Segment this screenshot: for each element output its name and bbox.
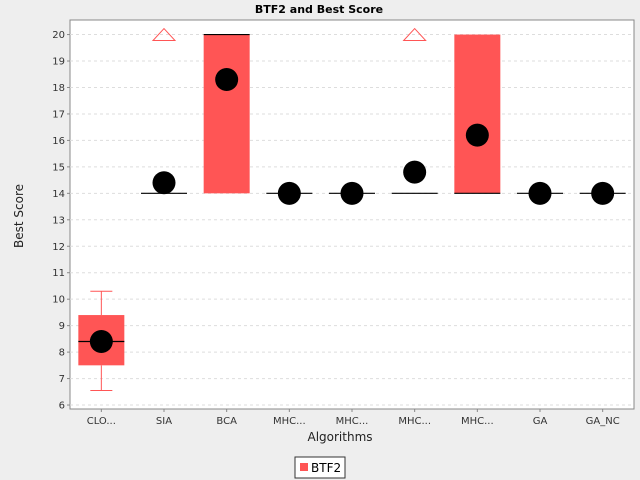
box-group bbox=[266, 181, 313, 205]
y-tick-label: 6 bbox=[59, 401, 65, 412]
box-group bbox=[78, 290, 125, 391]
y-tick-label: 10 bbox=[52, 295, 65, 306]
box-group bbox=[517, 181, 563, 205]
y-tick-label: 16 bbox=[52, 136, 65, 147]
mean-marker bbox=[465, 123, 489, 147]
box-group bbox=[454, 34, 501, 194]
outlier-marker bbox=[151, 27, 177, 42]
boxes bbox=[78, 27, 626, 391]
y-tick-label: 15 bbox=[52, 162, 65, 173]
x-tick-label: MHC... bbox=[273, 416, 306, 427]
box-group bbox=[329, 181, 375, 205]
y-axis-label: Best Score bbox=[12, 184, 26, 248]
x-tick-label: GA bbox=[533, 416, 548, 427]
plot-area bbox=[69, 19, 635, 410]
mean-marker bbox=[340, 181, 364, 205]
x-axis-label: Algorithms bbox=[307, 430, 372, 444]
x-tick-label: GA_NC bbox=[586, 416, 620, 427]
x-tick-label: CLO... bbox=[87, 416, 116, 427]
x-axis: CLO... SIA BCA MHC... MHC... MHC... MHC... GA GA… bbox=[87, 409, 620, 427]
y-tick-label: 17 bbox=[52, 109, 65, 120]
legend-label: BTF2 bbox=[311, 461, 341, 475]
box-group bbox=[203, 33, 250, 194]
box-group bbox=[579, 181, 626, 205]
mean-marker bbox=[277, 181, 301, 205]
y-tick-label: 8 bbox=[59, 348, 65, 359]
box-group bbox=[141, 27, 187, 195]
outlier-marker bbox=[402, 27, 427, 42]
y-axis: 6 7 8 9 10 11 12 13 14 15 16 17 18 19 20 bbox=[52, 30, 70, 412]
y-tick-label: 12 bbox=[52, 242, 65, 253]
box bbox=[454, 34, 501, 194]
y-tick-label: 14 bbox=[52, 189, 65, 200]
y-tick-label: 7 bbox=[59, 374, 65, 385]
mean-marker bbox=[403, 160, 427, 184]
y-tick-label: 9 bbox=[59, 321, 65, 332]
x-tick-label: BCA bbox=[216, 416, 237, 427]
box-group bbox=[391, 27, 438, 194]
box bbox=[203, 34, 250, 194]
x-tick-label: MHC... bbox=[461, 416, 494, 427]
legend-swatch bbox=[300, 463, 308, 471]
y-tick-label: 18 bbox=[52, 83, 65, 94]
mean-marker bbox=[152, 171, 176, 195]
mean-marker bbox=[89, 330, 113, 354]
y-tick-label: 13 bbox=[52, 215, 65, 226]
mean-marker bbox=[215, 68, 239, 92]
legend: BTF2 bbox=[294, 456, 346, 479]
x-tick-label: MHC... bbox=[398, 416, 431, 427]
y-tick-label: 11 bbox=[52, 268, 65, 279]
x-tick-label: SIA bbox=[156, 416, 172, 427]
chart-title: BTF2 and Best Score bbox=[255, 3, 383, 16]
mean-marker bbox=[528, 181, 552, 205]
mean-marker bbox=[591, 181, 615, 205]
legend-box bbox=[294, 456, 346, 479]
y-tick-label: 19 bbox=[52, 57, 65, 68]
x-tick-label: MHC... bbox=[336, 416, 369, 427]
y-tick-label: 20 bbox=[52, 30, 65, 41]
